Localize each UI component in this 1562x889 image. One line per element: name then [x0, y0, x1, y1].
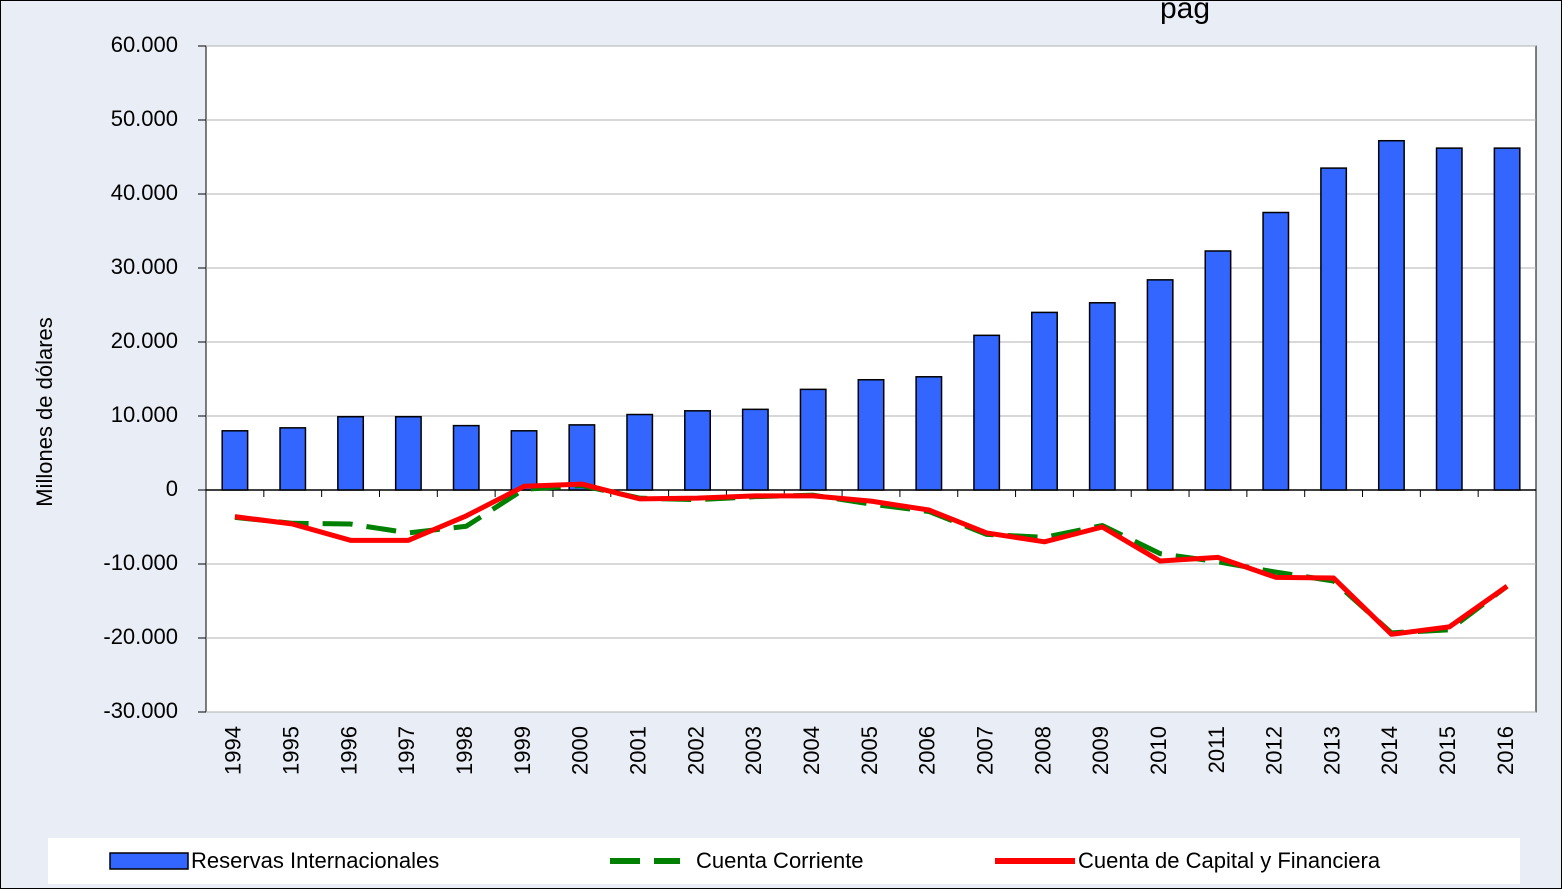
x-tick-label: 2007 — [972, 726, 997, 775]
bar — [452, 424, 480, 491]
y-tick-label: -30.000 — [103, 698, 178, 723]
legend-label: Cuenta de Capital y Financiera — [1078, 848, 1381, 873]
y-tick-label: 20.000 — [111, 328, 178, 353]
x-tick-label: 2004 — [799, 726, 824, 775]
x-tick-label: 2006 — [915, 726, 940, 775]
x-tick-label: 1998 — [452, 726, 477, 775]
x-tick-label: 1995 — [279, 726, 304, 775]
bar — [1204, 250, 1232, 491]
bar — [221, 430, 249, 491]
x-tick-label: 1997 — [394, 726, 419, 775]
bar — [857, 378, 885, 491]
bar — [1146, 279, 1174, 491]
x-tick-label: 2002 — [683, 726, 708, 775]
y-tick-label: 0 — [166, 476, 178, 501]
y-tick-label: 10.000 — [111, 402, 178, 427]
y-tick-label: -20.000 — [103, 624, 178, 649]
x-tick-label: 2009 — [1088, 726, 1113, 775]
y-tick-label: 60.000 — [111, 32, 178, 57]
bar — [279, 427, 307, 491]
x-tick-label: 2015 — [1435, 726, 1460, 775]
bar — [684, 410, 711, 491]
x-tick-label: 2011 — [1204, 726, 1229, 773]
header-fragment: pág — [1160, 0, 1210, 25]
bar — [1088, 302, 1116, 491]
x-tick-label: 2012 — [1262, 726, 1287, 775]
bar — [1435, 147, 1463, 491]
x-tick-label: 2003 — [741, 726, 766, 775]
bar — [1320, 167, 1348, 491]
x-tick-label: 2001 — [626, 726, 651, 775]
bar — [394, 415, 422, 491]
x-tick-label: 1996 — [336, 726, 361, 775]
bar — [799, 388, 827, 491]
line — [234, 481, 1509, 637]
x-tick-label: 2000 — [568, 726, 593, 775]
bar — [1377, 139, 1405, 491]
legend-label: Cuenta Corriente — [696, 848, 864, 873]
bar — [1262, 211, 1290, 491]
y-tick-label: -10.000 — [103, 550, 178, 575]
y-tick-label: 50.000 — [111, 106, 178, 131]
bar — [973, 334, 1001, 491]
x-tick-label: 2016 — [1493, 726, 1518, 775]
x-tick-label: 2008 — [1030, 726, 1055, 775]
bar — [510, 430, 538, 491]
bar — [568, 424, 596, 491]
y-tick-label: 30.000 — [111, 254, 178, 279]
x-tick-label: 2014 — [1377, 726, 1402, 775]
x-tick-label: 2010 — [1146, 726, 1171, 775]
bar — [626, 413, 654, 491]
bar — [741, 408, 769, 491]
bar — [1031, 311, 1058, 491]
bar — [915, 376, 943, 491]
x-tick-label: 1999 — [510, 726, 535, 775]
bar — [337, 415, 365, 491]
legend-box — [48, 838, 1520, 884]
legend-swatch — [109, 852, 189, 870]
x-tick-label: 2013 — [1319, 726, 1344, 775]
y-axis-title: Millones de dólares — [32, 317, 57, 507]
legend-label: Reservas Internacionales — [191, 848, 439, 873]
bar — [1493, 147, 1521, 491]
y-tick-label: 40.000 — [111, 180, 178, 205]
x-tick-label: 2005 — [857, 726, 882, 775]
x-tick-label: 1994 — [221, 726, 246, 775]
